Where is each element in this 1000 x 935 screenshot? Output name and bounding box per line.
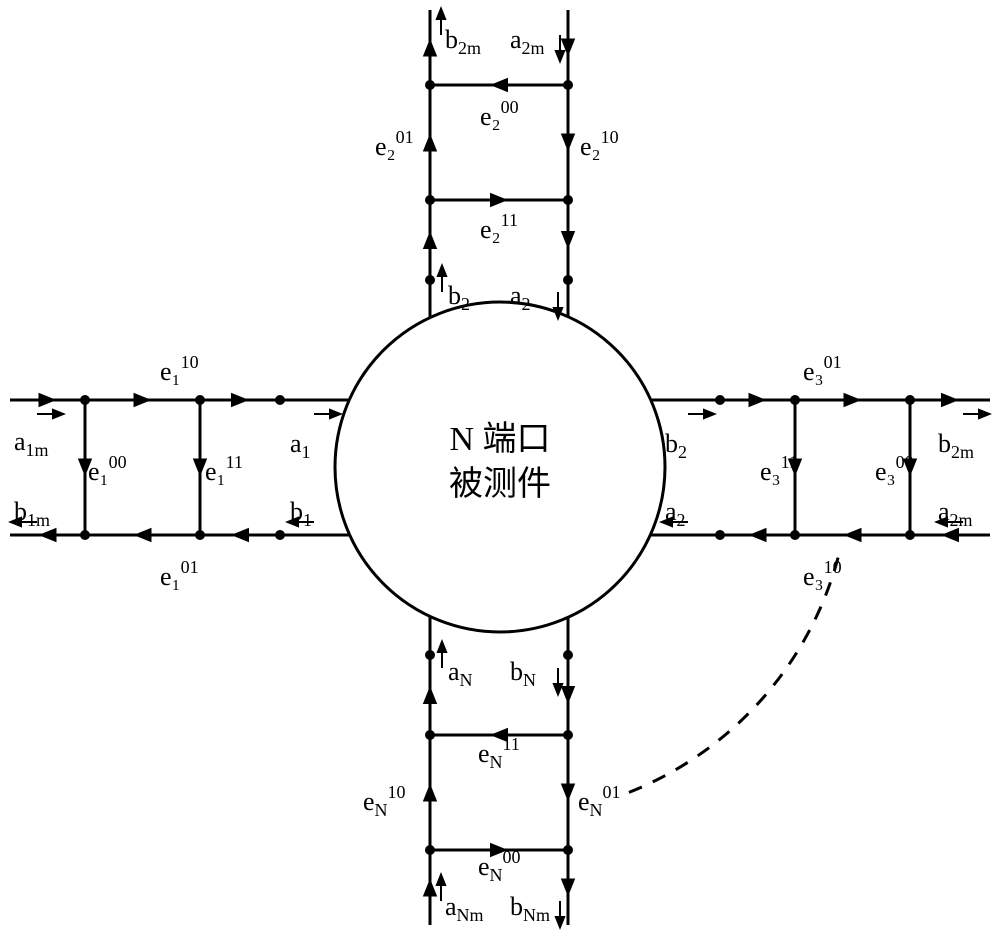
svg-text:e₁11: e₁11 bbox=[205, 452, 243, 486]
svg-text:e₁00: e₁00 bbox=[88, 452, 127, 486]
label-a2_t: a2 bbox=[510, 281, 531, 314]
svg-text:e₃00: e₃00 bbox=[875, 452, 914, 486]
label-b2m_t: b2m bbox=[445, 25, 481, 58]
svg-text:eN​10: eN​10 bbox=[363, 782, 406, 820]
label-bN: bN bbox=[510, 657, 536, 690]
svg-text:e₃01: e₃01 bbox=[803, 352, 842, 386]
label-e2_00: e₂00 bbox=[480, 97, 519, 131]
svg-text:e₁01: e₁01 bbox=[160, 557, 199, 591]
svg-text:bNm: bNm bbox=[510, 892, 550, 925]
svg-text:b2: b2 bbox=[665, 429, 687, 462]
svg-text:b2: b2 bbox=[448, 281, 470, 314]
svg-text:b2m: b2m bbox=[938, 429, 974, 462]
label-e1_01: e₁01 bbox=[160, 557, 199, 591]
label-b2r: b2 bbox=[665, 429, 687, 462]
center-line2: 被测件 bbox=[449, 465, 551, 503]
svg-text:eN​11: eN​11 bbox=[478, 734, 520, 772]
label-e1_11: e₁11 bbox=[205, 452, 243, 486]
svg-text:e₂11: e₂11 bbox=[480, 210, 518, 244]
svg-text:eN​01: eN​01 bbox=[578, 782, 621, 820]
continuation-arc bbox=[620, 558, 838, 796]
label-e2_10: e₂10 bbox=[580, 127, 619, 161]
center-line1: N 端口 bbox=[449, 421, 550, 458]
label-a1: a1 bbox=[290, 429, 311, 462]
label-e3_10: e₃10 bbox=[803, 557, 842, 591]
svg-text:aNm: aNm bbox=[445, 892, 484, 925]
label-b2m_r: b2m bbox=[938, 429, 974, 462]
svg-text:a1m: a1m bbox=[14, 427, 49, 460]
label-e2_01: e₂01 bbox=[375, 127, 414, 161]
label-aN: aN bbox=[448, 657, 473, 690]
svg-text:aN: aN bbox=[448, 657, 473, 690]
label-eN_11: eN​11 bbox=[478, 734, 520, 772]
svg-text:a2m: a2m bbox=[510, 25, 545, 58]
diagram-root: N 端口被测件e₁10e₁00e₁11e₁01a1mb1ma1b1e₃01e₃1… bbox=[0, 0, 1000, 935]
label-aNm: aNm bbox=[445, 892, 484, 925]
label-e3_01: e₃01 bbox=[803, 352, 842, 386]
label-e1_00: e₁00 bbox=[88, 452, 127, 486]
svg-text:e₂01: e₂01 bbox=[375, 127, 414, 161]
label-eN_10: eN​10 bbox=[363, 782, 406, 820]
svg-text:bN: bN bbox=[510, 657, 536, 690]
label-e3_11: e₃11 bbox=[760, 452, 798, 486]
svg-text:e₂00: e₂00 bbox=[480, 97, 519, 131]
svg-text:e₃10: e₃10 bbox=[803, 557, 842, 591]
label-a1m: a1m bbox=[14, 427, 49, 460]
svg-text:e₂10: e₂10 bbox=[580, 127, 619, 161]
label-a2m_t: a2m bbox=[510, 25, 545, 58]
svg-text:a1: a1 bbox=[290, 429, 311, 462]
label-b2_t: b2 bbox=[448, 281, 470, 314]
label-bNm: bNm bbox=[510, 892, 550, 925]
label-e1_10: e₁10 bbox=[160, 352, 199, 386]
label-e2_11: e₂11 bbox=[480, 210, 518, 244]
svg-text:e₁10: e₁10 bbox=[160, 352, 199, 386]
label-eN_01: eN​01 bbox=[578, 782, 621, 820]
svg-text:a2: a2 bbox=[510, 281, 531, 314]
svg-text:e₃11: e₃11 bbox=[760, 452, 798, 486]
label-e3_00: e₃00 bbox=[875, 452, 914, 486]
svg-text:b2m: b2m bbox=[445, 25, 481, 58]
